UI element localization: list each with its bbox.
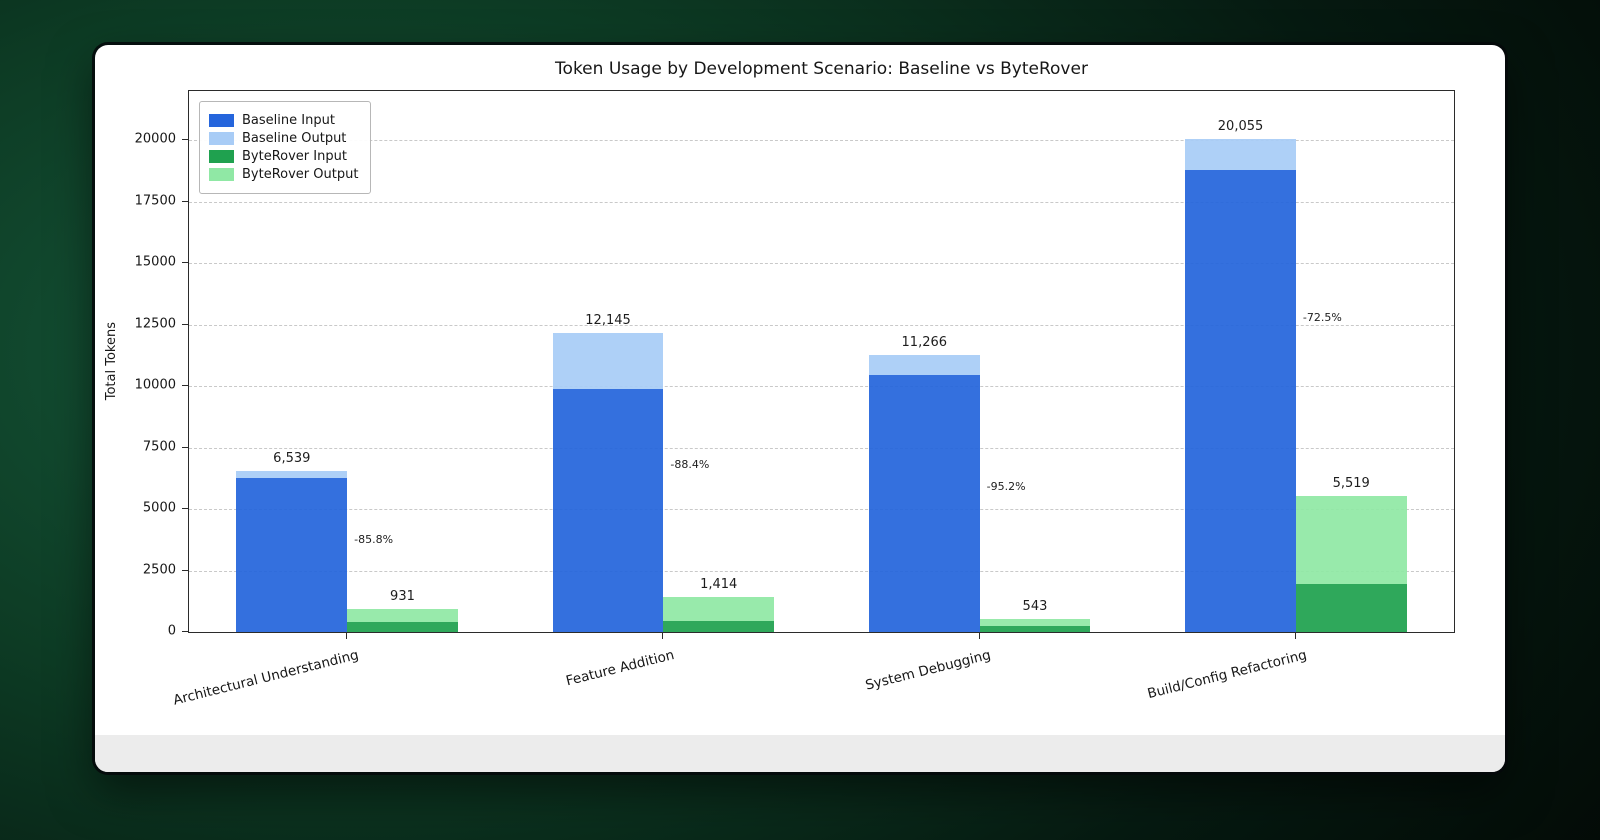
y-tick-mark [182, 385, 188, 387]
x-tick-mark [978, 633, 980, 639]
legend-item: Baseline Output [209, 131, 358, 146]
y-tick-mark [182, 631, 188, 632]
legend-item: Baseline Input [209, 113, 358, 128]
y-ticks-layer: 0 2500 5000 7500 10000 12500 15000 17500 20000 [95, 90, 188, 639]
reduction-label: -72.5% [1302, 310, 1342, 324]
y-tick-mark [182, 200, 188, 202]
bar-baseline-output [236, 471, 348, 479]
bar-byterover-input [1295, 584, 1407, 632]
bar-byterover-input [663, 620, 775, 632]
y-tick-label: 5000 [142, 500, 176, 516]
byterover-total-label: 543 [1022, 598, 1048, 614]
x-tick-label: Feature Addition [564, 647, 677, 690]
legend-swatch [209, 114, 234, 127]
reduction-label: -85.8% [354, 533, 394, 547]
x-tick-mark [1294, 633, 1296, 639]
y-tick-label: 7500 [142, 439, 176, 455]
gridline [189, 140, 1454, 142]
chart-card: Token Usage by Development Scenario: Bas… [95, 45, 1505, 772]
bar-byterover-output [1295, 496, 1407, 585]
plot-area: Baseline Input Baseline Output ByteRover I… [188, 90, 1455, 633]
legend-swatch [209, 168, 234, 181]
bar-baseline-input [1185, 169, 1296, 632]
bar-baseline-input [552, 388, 664, 632]
card-footer [95, 735, 1505, 772]
legend-label: Baseline Output [242, 131, 347, 146]
y-tick-mark [182, 139, 188, 141]
y-tick-label: 17500 [134, 193, 176, 209]
bar-byterover-input [347, 622, 458, 632]
x-tick-mark [346, 633, 348, 639]
x-tick-mark [662, 633, 664, 639]
byterover-total-label: 1,414 [700, 577, 738, 593]
bar-byterover-output [347, 609, 458, 623]
legend-label: ByteRover Input [242, 149, 347, 164]
y-tick-mark [182, 569, 188, 571]
x-ticks-layer: Architectural Understanding Feature Addit… [171, 633, 1455, 763]
y-tick-label: 10000 [134, 377, 176, 393]
gridline [189, 447, 1454, 449]
y-tick-label: 2500 [142, 562, 176, 578]
reduction-label: -95.2% [986, 479, 1026, 493]
baseline-total-label: 6,539 [273, 451, 311, 467]
gridline [189, 509, 1454, 511]
gridline [189, 324, 1454, 326]
legend-item: ByteRover Output [209, 167, 358, 182]
bar-baseline-input [868, 374, 980, 632]
y-tick-label: 15000 [134, 254, 176, 270]
bar-byterover-output [979, 618, 1091, 626]
baseline-total-label: 11,266 [901, 334, 948, 350]
y-tick-mark [182, 262, 188, 264]
baseline-total-label: 20,055 [1217, 118, 1264, 134]
legend-swatch [209, 150, 234, 163]
x-tick-label: Build/Config Refactoring [1146, 647, 1309, 703]
y-tick-label: 12500 [134, 316, 176, 332]
gridline [189, 201, 1454, 203]
legend-item: ByteRover Input [209, 149, 358, 164]
bar-byterover-input [979, 625, 1091, 632]
y-tick-mark [182, 323, 188, 325]
bar-baseline-output [868, 354, 980, 375]
bar-baseline-output [552, 333, 664, 389]
x-tick-label: Architectural Understanding [171, 647, 360, 709]
baseline-total-label: 12,145 [585, 313, 631, 329]
bar-baseline-input [236, 478, 348, 632]
y-tick-label: 0 [167, 623, 176, 639]
gridline [189, 263, 1454, 265]
gridline [189, 386, 1454, 388]
byterover-total-label: 5,519 [1332, 476, 1370, 492]
y-tick-mark [182, 446, 188, 448]
legend-swatch [209, 132, 234, 145]
bar-baseline-output [1185, 138, 1296, 170]
reduction-label: -88.4% [670, 458, 710, 472]
y-tick-mark [182, 508, 188, 510]
x-tick-label: System Debugging [863, 647, 993, 694]
gridline [189, 570, 1454, 572]
legend-label: Baseline Input [242, 113, 335, 128]
y-tick-label: 20000 [134, 131, 176, 147]
bar-byterover-output [663, 597, 775, 621]
legend: Baseline Input Baseline Output ByteRover I… [199, 101, 372, 194]
byterover-total-label: 931 [390, 589, 415, 605]
chart-title: Token Usage by Development Scenario: Bas… [555, 59, 1088, 79]
legend-label: ByteRover Output [242, 167, 359, 182]
